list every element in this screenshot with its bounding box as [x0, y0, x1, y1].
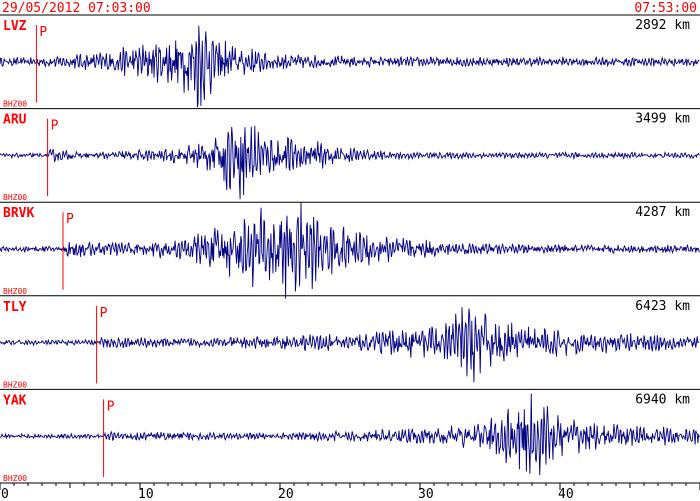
waveform-yak [0, 393, 700, 476]
p-pick-label-aru: P [51, 119, 59, 134]
station-label-aru: ARU [3, 113, 27, 128]
distance-label-tly: 6423 km [635, 299, 690, 314]
x-tick-label: 30 [418, 487, 434, 501]
p-pick-label-tly: P [100, 306, 108, 321]
station-label-yak: YAK [3, 393, 27, 408]
channel-label-lvz: BHZ00 [3, 100, 27, 109]
channel-label-brvk: BHZ00 [3, 287, 27, 296]
distance-label-aru: 3499 km [635, 112, 690, 127]
x-tick-label: 10 [138, 487, 154, 501]
waveform-aru [0, 125, 700, 200]
waveform-tly [0, 307, 700, 383]
station-label-lvz: LVZ [3, 19, 27, 34]
distance-label-yak: 6940 km [635, 392, 690, 407]
x-tick-label: 0 [1, 487, 9, 501]
channel-label-aru: BHZ00 [3, 193, 27, 202]
start-time-label: 29/05/2012 07:03:00 [2, 1, 151, 16]
station-label-brvk: BRVK [3, 206, 34, 221]
waveform-lvz [0, 25, 700, 108]
channel-label-tly: BHZ00 [3, 380, 27, 389]
channel-label-yak: BHZ00 [3, 474, 27, 483]
waveform-brvk [0, 202, 700, 299]
time-axis: 0 10 20 30 40 [0, 483, 700, 501]
p-pick-label-yak: P [107, 399, 115, 414]
traces-group: P LVZ 2892 km BHZ00 P ARU 3499 km BHZ00 P BRVK 428… [0, 14, 700, 484]
p-pick-label-brvk: P [66, 212, 74, 227]
x-tick-label: 40 [558, 487, 574, 501]
end-time-label: 07:53:00 [634, 1, 697, 16]
station-label-tly: TLY [3, 300, 27, 315]
distance-label-brvk: 4287 km [635, 205, 690, 220]
distance-label-lvz: 2892 km [635, 18, 690, 33]
p-pick-label-lvz: P [39, 25, 47, 40]
x-tick-label: 20 [278, 487, 294, 501]
